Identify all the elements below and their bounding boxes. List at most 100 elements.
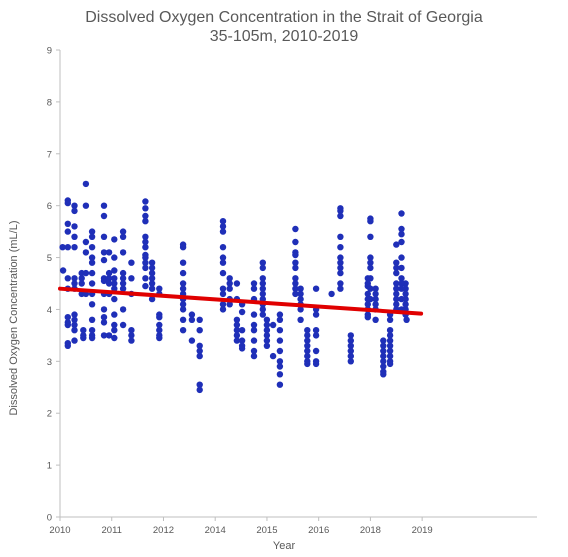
data-point (380, 347, 387, 355)
data-point (100, 306, 108, 313)
data-point (380, 371, 387, 378)
data-point (250, 280, 258, 287)
data-point (259, 311, 266, 318)
data-point (148, 280, 156, 287)
data-point (364, 301, 371, 308)
data-point (196, 381, 203, 388)
data-point (304, 327, 311, 334)
data-point (148, 295, 156, 303)
data-point (364, 290, 371, 298)
data-point (179, 327, 187, 334)
data-point (119, 285, 127, 292)
data-point (337, 259, 344, 266)
data-point (386, 360, 394, 368)
data-point (105, 249, 113, 256)
data-point (304, 332, 311, 339)
data-point (233, 332, 241, 339)
data-point (250, 285, 258, 292)
data-point (402, 280, 409, 287)
data-point (142, 244, 149, 251)
data-point (188, 337, 196, 344)
data-point (393, 280, 400, 287)
y-tick-label: 1 (47, 461, 52, 472)
data-point (372, 295, 379, 303)
data-point (111, 334, 118, 342)
data-point (71, 275, 78, 282)
y-tick-label: 8 (47, 97, 52, 108)
data-point (219, 223, 227, 230)
y-tick-label: 4 (47, 305, 52, 316)
data-point (78, 280, 85, 287)
data-point (367, 254, 374, 261)
data-point (82, 180, 90, 188)
data-point (100, 249, 108, 256)
data-point (304, 360, 311, 368)
data-point (304, 342, 311, 349)
data-point (367, 259, 374, 266)
data-point (297, 285, 304, 292)
data-point (82, 238, 90, 246)
data-point (71, 311, 78, 318)
data-point (402, 285, 409, 292)
data-point (312, 285, 320, 292)
data-point (88, 334, 96, 342)
data-point (64, 199, 72, 207)
y-tick-label: 6 (47, 201, 52, 212)
data-point (179, 301, 187, 308)
data-point (179, 316, 187, 323)
data-point (312, 332, 320, 339)
data-point (219, 259, 227, 266)
data-point (250, 337, 258, 344)
data-point (292, 285, 299, 292)
data-point (64, 342, 72, 349)
data-point (88, 233, 96, 240)
data-point (250, 311, 258, 318)
data-point (337, 280, 344, 287)
data-point (100, 332, 108, 339)
data-point (386, 332, 394, 339)
data-point (304, 352, 311, 360)
y-tick-label: 7 (47, 149, 52, 160)
data-point (337, 285, 344, 292)
data-point (393, 295, 400, 303)
data-point (71, 316, 78, 323)
y-axis-label: Dissolved Oxygen Concentration (mL/L) (8, 220, 20, 416)
data-point (233, 321, 241, 329)
data-point (196, 386, 203, 394)
data-point (347, 342, 354, 349)
data-point (64, 228, 72, 235)
data-point (188, 311, 196, 318)
data-point (100, 319, 108, 326)
data-point (393, 301, 400, 308)
data-point (337, 207, 344, 215)
data-point (312, 360, 320, 368)
data-point (398, 254, 405, 261)
data-point (219, 218, 227, 225)
data-point (386, 316, 394, 323)
data-point (179, 285, 187, 292)
data-point (100, 277, 108, 285)
data-point (179, 280, 187, 287)
data-point (276, 311, 284, 318)
data-point (226, 301, 233, 308)
data-point (111, 321, 118, 329)
data-point (386, 327, 394, 334)
data-point (386, 352, 394, 360)
data-point (82, 202, 90, 209)
data-point (64, 314, 72, 321)
data-point (347, 332, 354, 339)
data-point (393, 269, 400, 277)
data-point (100, 314, 108, 321)
data-point (88, 244, 96, 251)
chart-subtitle: 35-105m, 2010-2019 (209, 28, 359, 45)
data-point (128, 327, 135, 334)
data-point (292, 225, 299, 233)
data-point (111, 267, 118, 274)
data-point (119, 275, 127, 282)
data-point (179, 244, 187, 251)
data-point (269, 321, 277, 329)
data-point (100, 212, 108, 220)
data-point (142, 212, 149, 220)
data-point (304, 347, 311, 355)
data-point (111, 295, 118, 303)
